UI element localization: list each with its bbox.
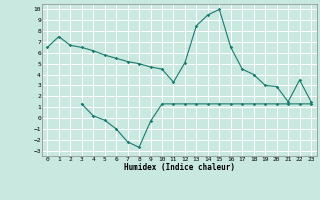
X-axis label: Humidex (Indice chaleur): Humidex (Indice chaleur) xyxy=(124,163,235,172)
